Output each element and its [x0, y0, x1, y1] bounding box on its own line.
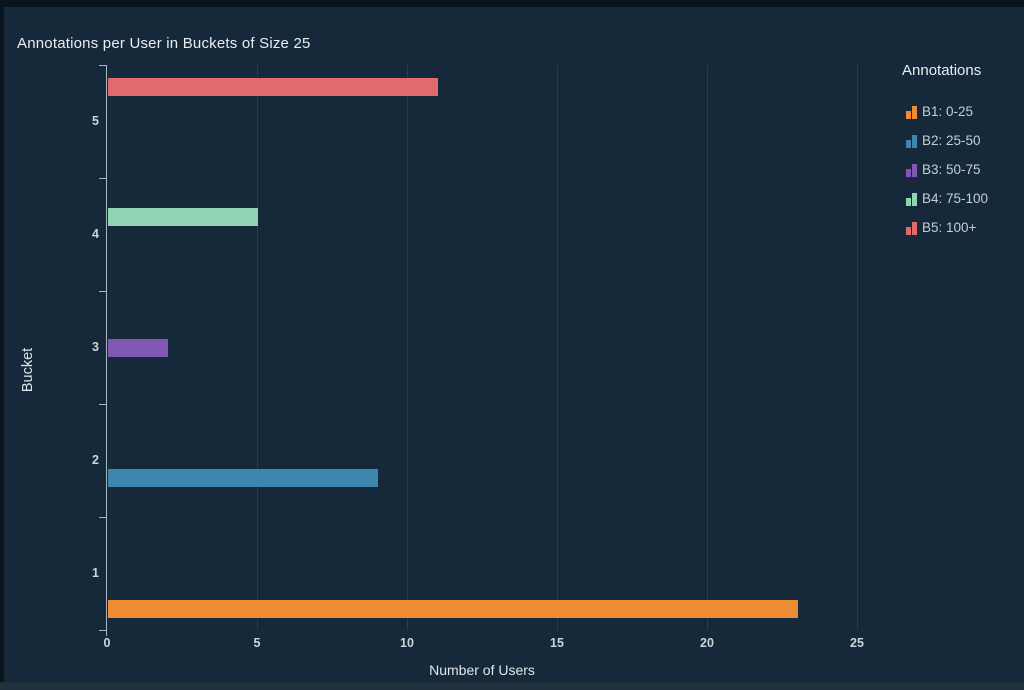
x-tick-label-10: 10 — [400, 636, 414, 650]
y-axis-line — [105, 65, 107, 636]
bar-bucket1-B1[interactable] — [108, 599, 798, 618]
gridline-x-15 — [557, 65, 558, 630]
legend-item-B5[interactable]: B5: 100+ — [906, 220, 1024, 235]
bar-chart-icon — [906, 164, 917, 177]
y-tick-label-2: 2 — [92, 452, 99, 467]
x-tick-label-0: 0 — [103, 636, 111, 650]
gridline-x-10 — [407, 65, 408, 630]
legend-title: Annotations — [902, 62, 982, 79]
chart-panel: Annotations per User in Buckets of Size … — [4, 7, 1024, 682]
bar-chart-icon — [906, 106, 917, 119]
bar-bucket5-B5[interactable] — [108, 78, 438, 96]
x-tick-label-15: 15 — [550, 636, 564, 650]
window-border-left — [0, 0, 4, 682]
gridline-x-20 — [707, 65, 708, 630]
gridline-x-5 — [257, 65, 258, 630]
bar-chart-icon — [906, 193, 917, 206]
y-axis-tick — [99, 404, 106, 405]
legend-item-label: B5: 100+ — [922, 220, 977, 235]
x-tick-label-25: 25 — [850, 636, 864, 650]
x-tick-label-20: 20 — [700, 636, 714, 650]
y-tick-label-3: 3 — [92, 339, 99, 354]
y-tick-label-5: 5 — [92, 113, 99, 128]
y-axis-tick — [99, 517, 106, 518]
legend-item-B2[interactable]: B2: 25-50 — [906, 133, 1024, 148]
legend-item-label: B2: 25-50 — [922, 133, 981, 148]
legend-item-B1[interactable]: B1: 0-25 — [906, 104, 1024, 119]
plot-area: 0 5 10 15 20 25 1 2 3 4 5 — [4, 7, 1024, 682]
legend-items: B1: 0-25 B2: 25-50 B3: 50-75 B4: 75-100 B5: … — [901, 104, 1024, 235]
y-axis-title: Bucket — [20, 347, 36, 393]
bar-chart-icon — [906, 222, 917, 235]
x-axis-title: Number of Users — [429, 662, 535, 678]
bottom-divider — [0, 682, 1024, 683]
y-axis-tick — [99, 178, 106, 179]
y-axis-tick — [99, 291, 106, 292]
y-tick-label-1: 1 — [92, 565, 99, 580]
legend-item-label: B3: 50-75 — [922, 162, 981, 177]
y-axis-tick — [99, 630, 106, 631]
legend: Annotations B1: 0-25 B2: 25-50 B3: 50-75 B4… — [901, 62, 1024, 249]
y-tick-label-4: 4 — [92, 226, 99, 241]
chart-title: Annotations per User in Buckets of Size … — [17, 35, 311, 52]
bar-chart-icon — [906, 135, 917, 148]
legend-item-label: B1: 0-25 — [922, 104, 974, 119]
bar-bucket4-B4[interactable] — [108, 208, 258, 227]
legend-item-B3[interactable]: B3: 50-75 — [906, 162, 1024, 177]
legend-item-label: B4: 75-100 — [922, 191, 989, 206]
y-axis-tick — [99, 65, 106, 66]
x-tick-label-5: 5 — [253, 636, 261, 650]
window-border-top — [0, 0, 1024, 7]
gridline-x-25 — [857, 65, 858, 630]
bar-bucket3-B3[interactable] — [108, 338, 168, 357]
bottom-strip — [0, 683, 1024, 690]
legend-item-B4[interactable]: B4: 75-100 — [906, 191, 1024, 206]
bar-bucket2-B2[interactable] — [108, 469, 378, 488]
